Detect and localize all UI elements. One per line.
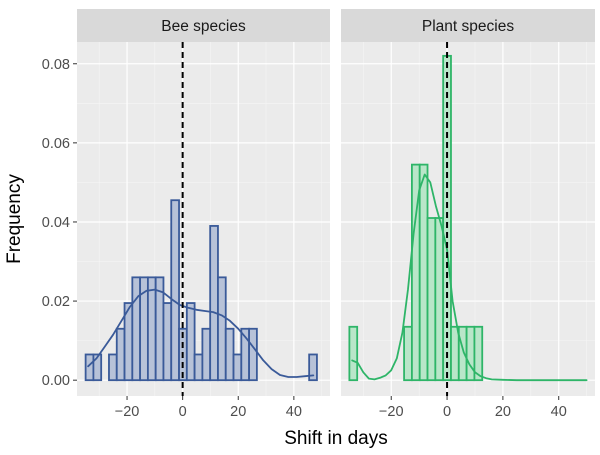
density-curve <box>87 288 315 378</box>
histogram-bar <box>131 276 142 382</box>
density-curve <box>351 173 588 382</box>
y-tick-label: 0.08 <box>42 57 70 73</box>
histogram-bar <box>426 217 437 382</box>
bars-bee-species <box>84 199 318 382</box>
histogram-bar <box>162 302 173 382</box>
x-axis: −20 0 20 40 −20 0 20 40 <box>115 396 567 420</box>
histogram-bar <box>465 325 476 382</box>
x-tick-label: 0 <box>179 404 187 420</box>
histogram-bar <box>232 353 243 382</box>
y-tick-label: 0.06 <box>42 136 70 152</box>
x-tick-label: 20 <box>230 404 246 420</box>
histogram-bar <box>92 353 103 382</box>
histogram-bar <box>108 353 118 382</box>
y-tick-label: 0.00 <box>42 373 70 389</box>
x-tick-label: 20 <box>495 404 511 420</box>
strip-bee-species <box>77 9 330 42</box>
histogram-bar <box>193 353 204 382</box>
histogram-bar <box>185 302 196 382</box>
strip-plant-species <box>341 9 595 42</box>
histogram-bar <box>348 325 359 382</box>
y-tick-label: 0.04 <box>42 215 70 231</box>
histogram-bar <box>418 163 429 382</box>
x-tick-label: −20 <box>115 404 140 420</box>
density-plant-species <box>351 173 588 382</box>
y-tick-label: 0.02 <box>42 294 70 310</box>
x-tick-label: 40 <box>551 404 567 420</box>
bars-plant-species <box>348 54 484 382</box>
histogram-bar <box>84 353 95 382</box>
density-bee-species <box>87 288 315 378</box>
histogram-bar <box>224 327 235 382</box>
x-tick-label: −20 <box>379 404 404 420</box>
histogram-bar <box>403 325 413 382</box>
histogram-bar <box>457 325 468 382</box>
strip-label-plant-species: Plant species <box>422 18 514 35</box>
histogram-bar <box>248 327 258 382</box>
histogram-bar <box>217 276 227 382</box>
histogram-bar <box>209 225 219 382</box>
histogram-bar <box>146 276 157 382</box>
histogram-bar <box>450 325 460 382</box>
panel-plant-species: Plant species <box>341 9 595 396</box>
histogram-bar <box>473 325 484 382</box>
y-axis-title: Frequency <box>4 174 25 264</box>
histogram-bar <box>308 353 318 382</box>
y-axis: 0.00 0.02 0.04 0.06 0.08 <box>42 57 77 389</box>
histogram-bar <box>115 327 126 382</box>
histogram-bar <box>201 327 212 382</box>
x-tick-label: 0 <box>443 404 451 420</box>
panel-bee-species: Bee species <box>77 9 330 396</box>
strip-label-bee-species: Bee species <box>161 18 246 35</box>
x-tick-label: 40 <box>286 404 302 420</box>
histogram-bar <box>434 217 445 382</box>
histogram-bar <box>170 199 180 382</box>
x-axis-title: Shift in days <box>284 428 388 449</box>
